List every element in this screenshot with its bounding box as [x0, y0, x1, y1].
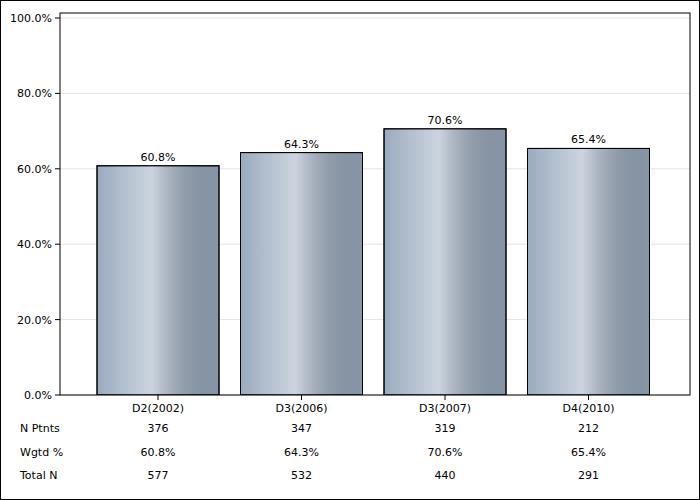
y-tick-label: 80.0%	[17, 87, 52, 100]
data-label: 70.6%	[428, 114, 463, 127]
table-row-label: Total N	[19, 469, 57, 482]
x-tick	[158, 395, 159, 400]
table-cell: 532	[291, 469, 312, 482]
table-cell: 347	[291, 422, 312, 435]
x-tick	[445, 395, 446, 400]
table-row-label: N Ptnts	[20, 422, 60, 435]
bar-shine	[384, 129, 506, 395]
plot-frame	[60, 13, 690, 395]
bar	[384, 129, 506, 395]
data-label: 65.4%	[571, 133, 606, 146]
y-tick	[55, 395, 60, 396]
data-label: 60.8%	[141, 151, 176, 164]
y-tick	[55, 168, 60, 169]
x-tick-label: D3(2007)	[419, 402, 471, 415]
bar-shine	[97, 166, 219, 395]
y-tick-label: 0.0%	[24, 389, 52, 402]
bar-shine	[241, 153, 363, 395]
bar	[97, 166, 219, 395]
x-tick-label: D2(2002)	[132, 402, 184, 415]
table-cell: 65.4%	[571, 446, 606, 459]
table-cell: 319	[435, 422, 456, 435]
y-tick-label: 20.0%	[17, 314, 52, 327]
grid-line	[60, 93, 690, 94]
table-cell: 440	[435, 469, 456, 482]
y-tick	[55, 319, 60, 320]
y-tick	[55, 18, 60, 19]
table-row-label: Wgtd %	[20, 446, 63, 459]
y-tick-label: 100.0%	[10, 12, 52, 25]
bar	[528, 148, 650, 395]
table-cell: 291	[578, 469, 599, 482]
table-cell: 376	[148, 422, 169, 435]
grid-line	[60, 18, 690, 19]
outer-border	[1, 1, 700, 500]
chart-container: 0.0% 20.0% 40.0% 60.0% 80.0% 100.0% 60.8% 64.3%…	[0, 0, 700, 500]
y-tick-label: 60.0%	[17, 163, 52, 176]
bars	[97, 129, 650, 395]
y-tick-label: 40.0%	[17, 238, 52, 251]
table-cell: 64.3%	[284, 446, 319, 459]
x-tick	[301, 395, 302, 400]
table-cell: 60.8%	[141, 446, 176, 459]
x-tick-label: D4(2010)	[562, 402, 614, 415]
chart: 0.0% 20.0% 40.0% 60.0% 80.0% 100.0% 60.8% 64.3%…	[0, 0, 700, 500]
table-cell: 577	[148, 469, 169, 482]
data-label: 64.3%	[284, 138, 319, 151]
bar	[241, 153, 363, 395]
table-cell: 70.6%	[428, 446, 463, 459]
y-tick	[55, 93, 60, 94]
table-cell: 212	[578, 422, 599, 435]
bar-shine	[528, 148, 650, 395]
data-labels: 60.8% 64.3% 70.6% 65.4%	[141, 114, 606, 164]
x-tick-label: D3(2006)	[275, 402, 327, 415]
y-tick	[55, 244, 60, 245]
x-tick	[588, 395, 589, 400]
